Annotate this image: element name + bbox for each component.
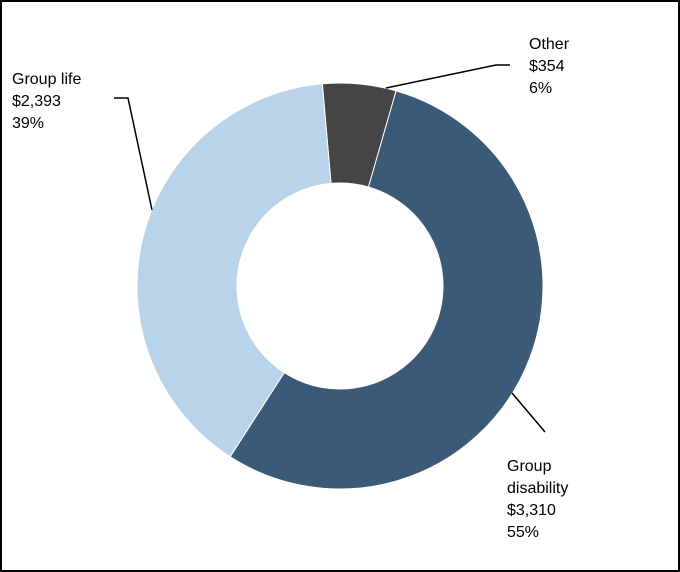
slice-amount-group-disability: $3,310 [507, 502, 556, 519]
slice-percent-group-life: 39% [12, 115, 45, 132]
leader-line-group-life [114, 97, 153, 211]
leader-line-group-disability [511, 392, 546, 433]
slice-name-group-disability-line2: disability [507, 480, 569, 497]
slice-percent-group-disability: 55% [507, 524, 540, 541]
slice-group-life [136, 83, 332, 458]
slice-name-group-life: Group life [12, 71, 82, 88]
slice-amount-other: $354 [529, 58, 565, 75]
slice-amount-group-life: $2,393 [12, 93, 61, 110]
slice-label-group-life: Group life $2,393 39% [12, 69, 81, 135]
slice-name-other: Other [529, 36, 570, 53]
slice-label-group-disability: Group disability $3,310 55% [507, 456, 568, 544]
leader-line-other [385, 64, 510, 89]
slice-label-other: Other $354 6% [529, 34, 569, 100]
slice-name-group-disability-line1: Group [507, 458, 552, 475]
slice-group-disability [229, 90, 544, 490]
slice-percent-other: 6% [529, 80, 553, 97]
